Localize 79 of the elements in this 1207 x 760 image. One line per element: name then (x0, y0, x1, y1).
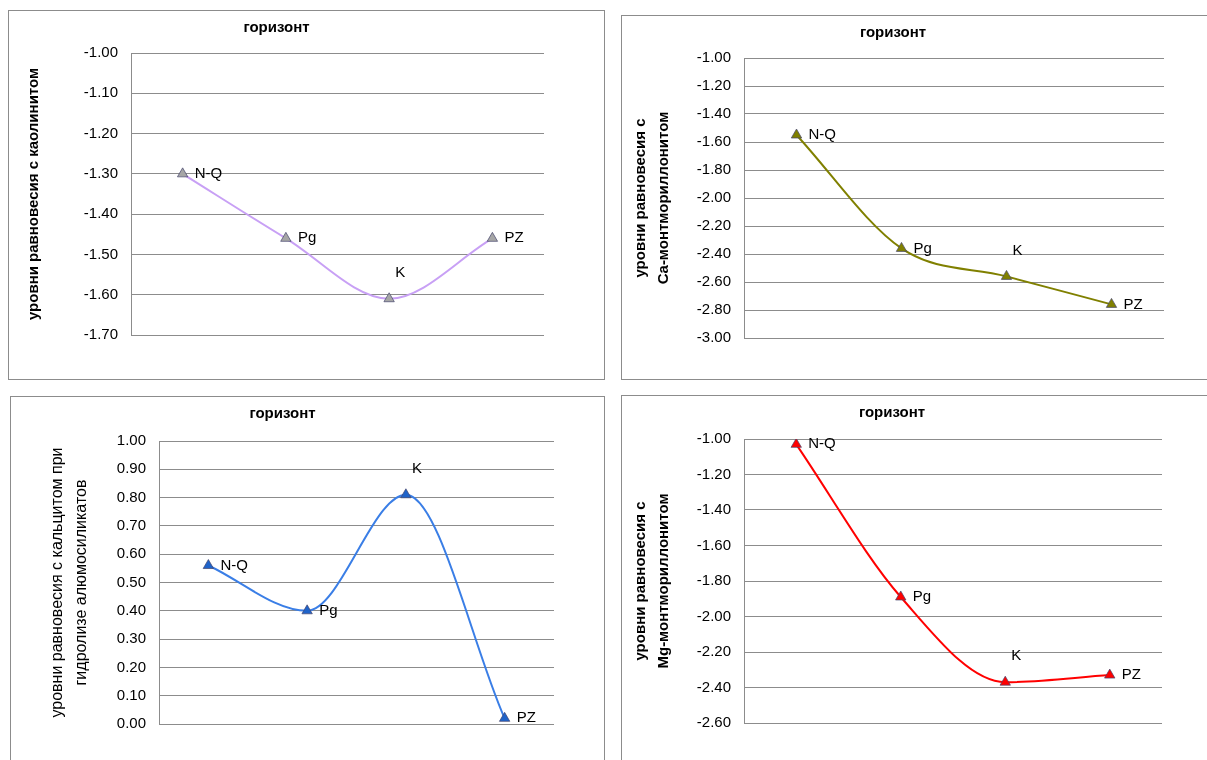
y-tick-label: -2.40 (696, 244, 731, 262)
y-tick-label: -1.00 (696, 429, 731, 447)
chart-title: горизонт (859, 23, 927, 41)
y-tick-label: 0.50 (116, 572, 146, 590)
chart-title: горизонт (249, 404, 316, 422)
y-axis-title: уровни равновесия с каолинитом (24, 67, 42, 321)
point (895, 241, 908, 252)
point (486, 231, 499, 242)
y-tick-label: 0.40 (116, 600, 146, 618)
y-tick-label: -1.60 (696, 535, 731, 553)
y-tick-label: -1.00 (696, 48, 731, 66)
y-tick-label: -1.70 (83, 325, 118, 343)
point (280, 231, 292, 242)
y-axis-title: уровни равновесия с Ca-монтмориллонитом (631, 111, 671, 285)
y-tick-label: -3.00 (696, 328, 731, 346)
data-label: Pg (912, 587, 932, 605)
y-tick-label: -1.00 (83, 43, 118, 61)
y-tick-label: 1.00 (116, 431, 146, 449)
y-tick-label: -2.60 (696, 713, 731, 731)
point (498, 711, 511, 722)
y-axis-title: уровни равновесия с Mg-монтмориллонитом (631, 493, 671, 669)
data-label: K (1012, 240, 1023, 258)
y-tick-label: -1.10 (83, 83, 118, 101)
y-tick-label: -1.30 (83, 164, 118, 181)
data-label: N-Q (808, 434, 836, 452)
y-tick-label: -1.20 (696, 76, 731, 94)
y-tick-label: -1.40 (83, 204, 118, 222)
data-label: N-Q (220, 555, 248, 573)
point (400, 488, 412, 499)
y-tick-label: 0.30 (116, 629, 146, 647)
data-label: K (1011, 646, 1022, 664)
y-tick-label: 0.00 (116, 714, 146, 732)
y-tick-label: 0.80 (116, 487, 146, 505)
y-tick-label: -1.60 (696, 132, 731, 150)
data-label: N-Q (194, 164, 223, 181)
y-tick-label: 0.90 (116, 459, 146, 477)
point (301, 604, 313, 615)
point (999, 675, 1011, 686)
data-label: N-Q (808, 125, 836, 143)
data-label: Pg (319, 600, 338, 618)
y-tick-label: -1.80 (696, 160, 731, 178)
chart-title: горизонт (243, 18, 310, 36)
chart-title: горизонт (858, 403, 926, 421)
y-tick-label: -2.20 (696, 216, 731, 234)
point (1104, 668, 1116, 679)
y-tick-label: 0.20 (116, 657, 146, 675)
point (1000, 269, 1013, 280)
point (1105, 297, 1118, 308)
data-label: PZ (1121, 665, 1141, 683)
data-label: PZ (504, 228, 524, 246)
y-tick-label: -1.80 (696, 571, 731, 589)
y-tick-label: -2.80 (696, 300, 731, 318)
data-label: K (411, 458, 422, 476)
y-tick-label: 0.60 (116, 544, 146, 562)
point (790, 128, 803, 139)
y-tick-label: -2.20 (696, 642, 731, 660)
y-axis-title: уровни равновесия с кальцитом при гидролизе алюмосиликатов (48, 447, 90, 718)
y-tick-label: -1.40 (696, 500, 731, 518)
data-label: Pg (913, 238, 932, 256)
point (176, 167, 189, 178)
y-tick-label: -2.60 (696, 272, 731, 290)
y-tick-label: -1.20 (83, 123, 118, 141)
data-label: PZ (516, 708, 536, 726)
point (895, 590, 907, 601)
point (790, 439, 802, 448)
data-label: K (395, 262, 406, 280)
point (383, 292, 395, 303)
y-tick-label: 0.70 (116, 516, 146, 534)
y-tick-label: -1.60 (83, 284, 118, 302)
y-tick-label: -1.50 (83, 244, 118, 262)
y-tick-label: -2.00 (696, 606, 731, 624)
y-tick-label: -2.40 (696, 677, 731, 695)
y-tick-label: -1.40 (696, 104, 731, 122)
data-label: PZ (1123, 294, 1143, 312)
data-label: Pg (297, 228, 317, 246)
y-tick-label: -1.20 (696, 464, 731, 482)
y-tick-label: 0.10 (116, 685, 146, 703)
y-tick-label: -2.00 (696, 188, 731, 206)
point (202, 559, 215, 570)
